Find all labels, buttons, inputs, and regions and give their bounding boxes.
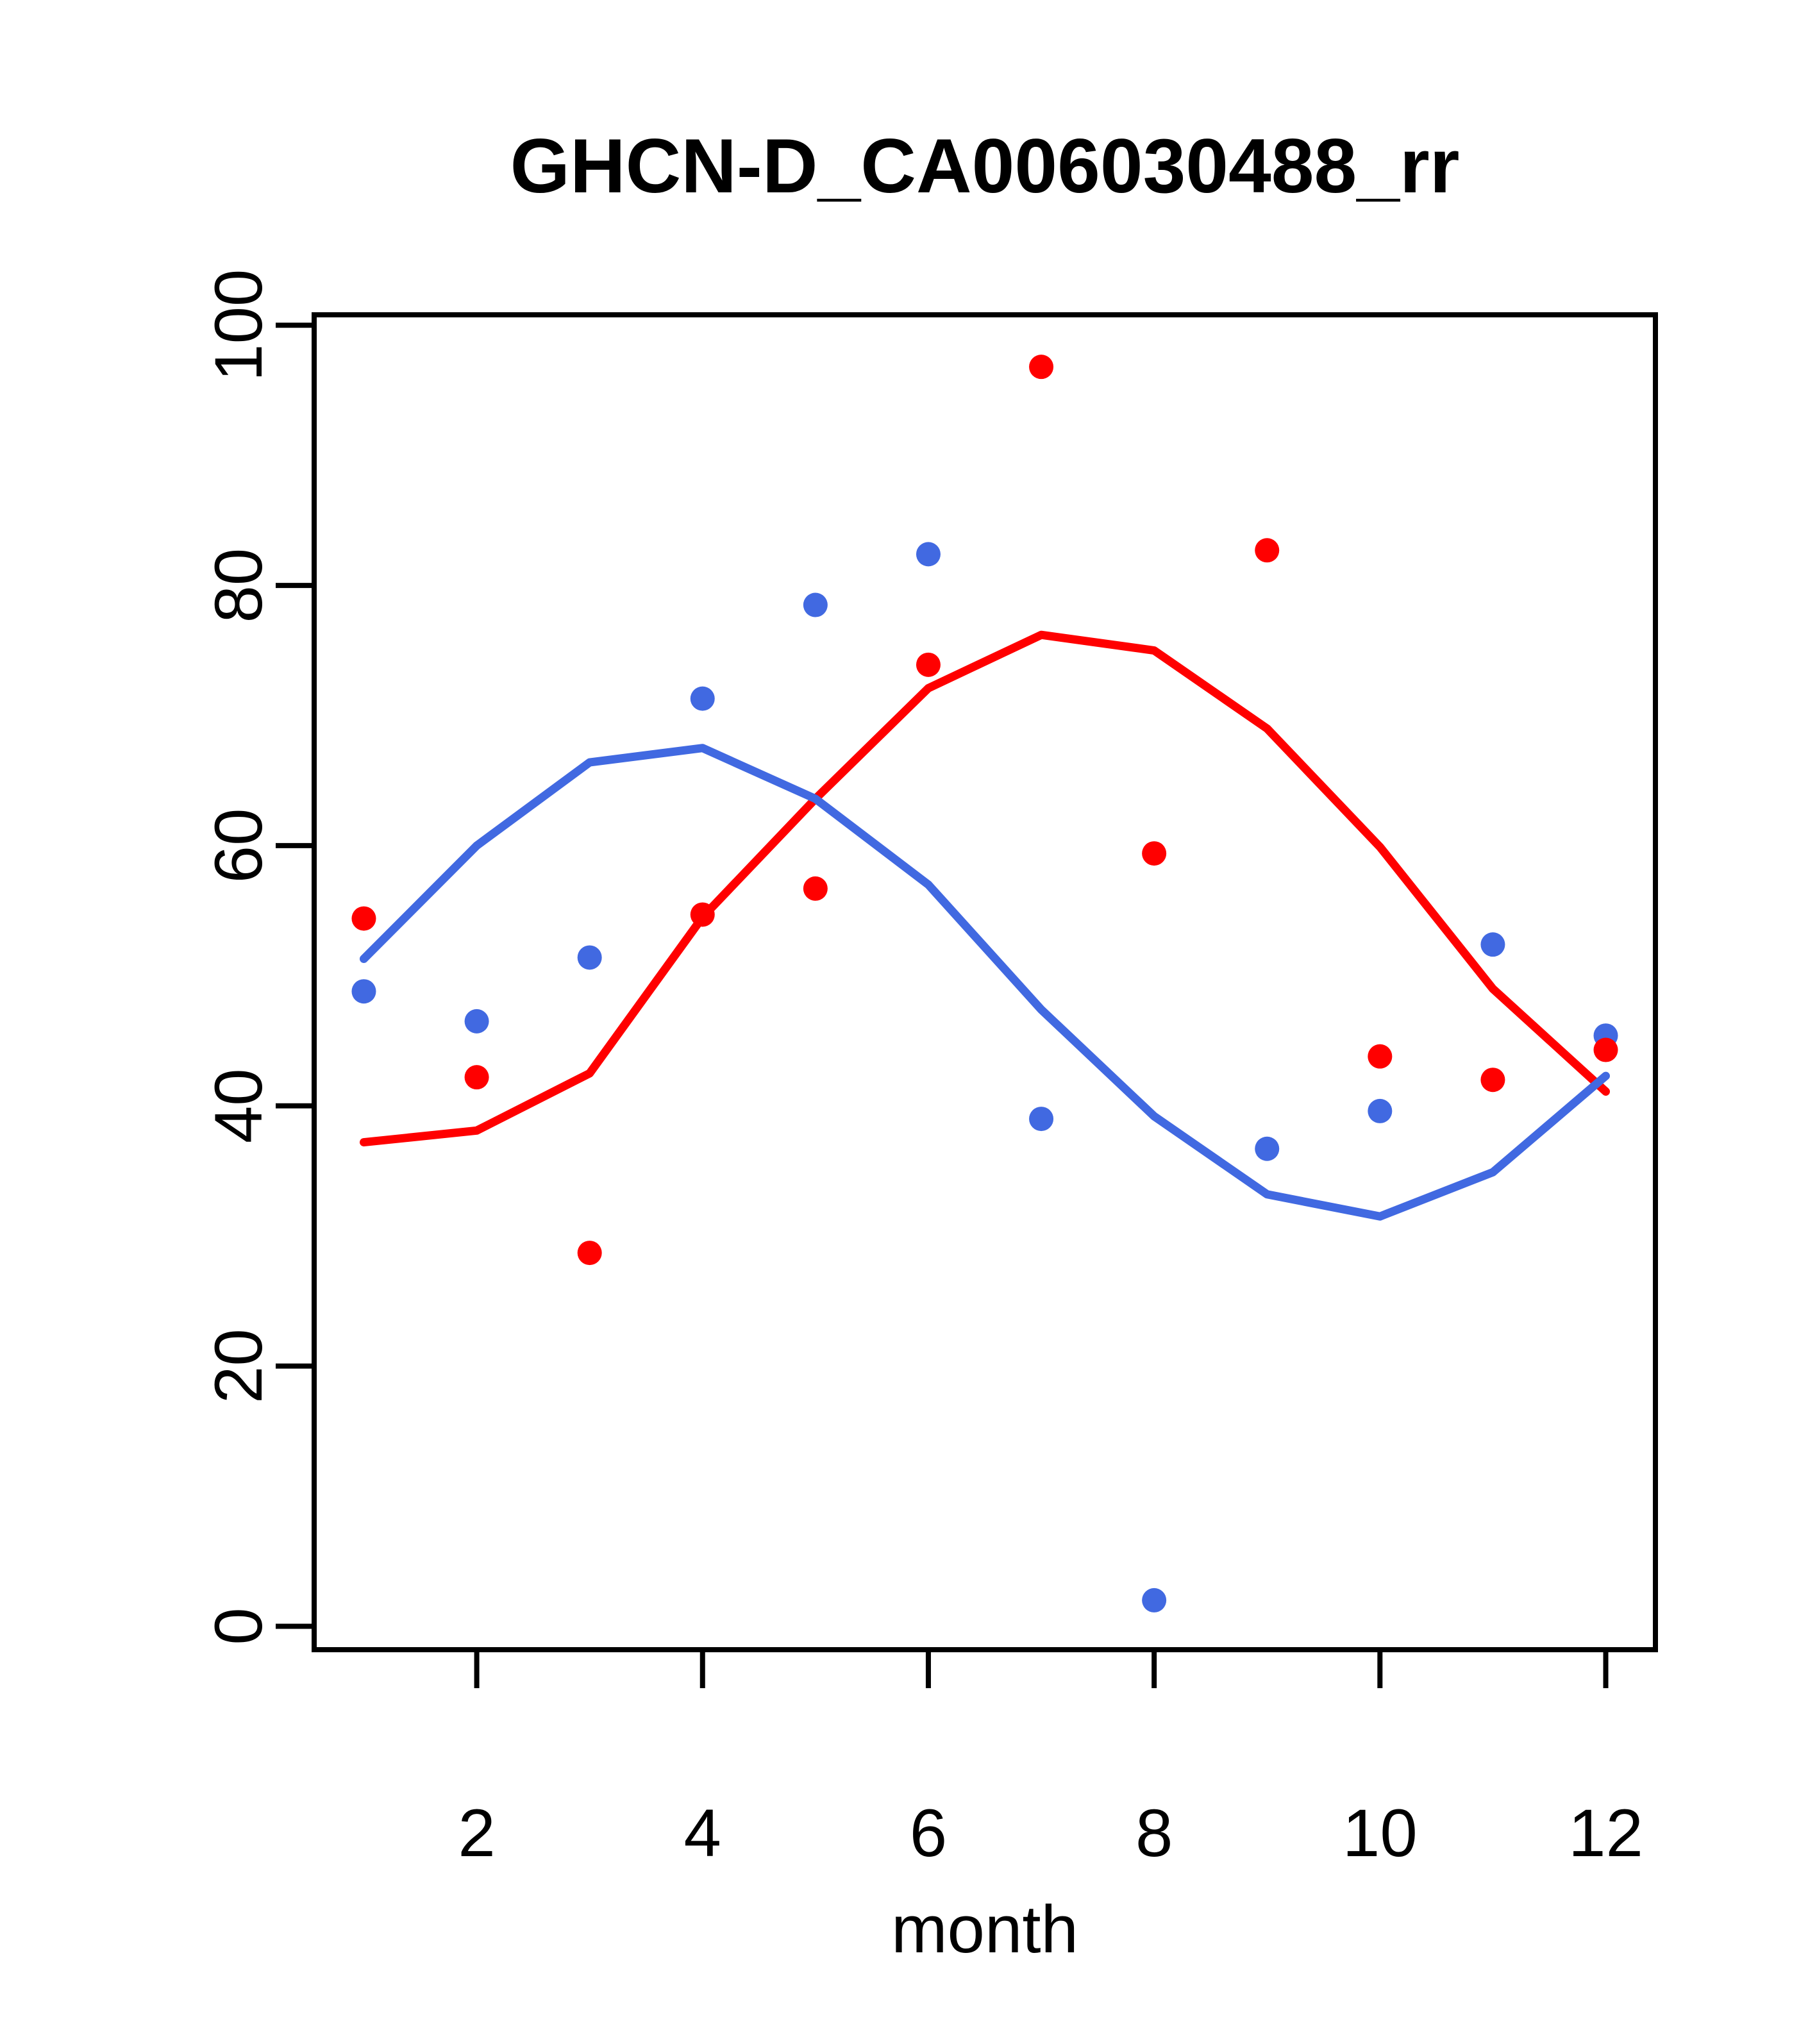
- red-points-series: [351, 355, 1618, 1266]
- axis-box: [312, 312, 1658, 1652]
- blue-data-point: [351, 979, 376, 1004]
- x-tick-label: 2: [458, 1796, 495, 1871]
- red-data-point: [464, 1065, 489, 1090]
- x-tick-label: 8: [1135, 1796, 1173, 1871]
- red-data-point: [1029, 355, 1054, 380]
- y-tick-label: 60: [201, 808, 276, 884]
- red-data-point: [1480, 1068, 1505, 1093]
- blue-data-point: [1255, 1136, 1280, 1161]
- red-loess-line: [359, 630, 1611, 1147]
- blue-data-point: [464, 1009, 489, 1034]
- y-tick-label: 0: [201, 1607, 276, 1645]
- x-tick-label: 4: [684, 1796, 721, 1871]
- blue-loess-line: [359, 744, 1611, 1221]
- blue-data-point: [1368, 1098, 1393, 1123]
- red-data-point: [351, 906, 376, 931]
- plot-box: [312, 312, 1658, 1652]
- blue-data-point: [1029, 1107, 1054, 1132]
- red-data-point: [577, 1241, 602, 1266]
- y-tick-label: 20: [201, 1328, 276, 1403]
- blue-points-series: [351, 542, 1618, 1613]
- red-data-point: [803, 876, 828, 901]
- red-data-point: [1593, 1037, 1618, 1062]
- y-axis-ticks: 0 20 40 60 80 100: [201, 269, 314, 1645]
- x-axis-label: month: [891, 1892, 1078, 1967]
- red-data-point: [1142, 841, 1167, 866]
- x-tick-label: 6: [910, 1796, 947, 1871]
- blue-data-point: [916, 542, 941, 567]
- chart-title: GHCN-D_CA006030488_rr: [510, 123, 1460, 209]
- blue-data-point: [1480, 932, 1505, 957]
- data-series: [351, 355, 1618, 1613]
- red-data-point: [1368, 1044, 1393, 1069]
- y-tick-label: 40: [201, 1068, 276, 1143]
- blue-data-point: [690, 686, 715, 711]
- x-axis-ticks: 2 4 6 8 10 12: [458, 1650, 1643, 1871]
- x-tick-label: 12: [1568, 1796, 1643, 1871]
- x-tick-label: 10: [1343, 1796, 1418, 1871]
- blue-data-point: [803, 592, 828, 617]
- y-tick-label: 80: [201, 548, 276, 623]
- blue-data-point: [577, 945, 602, 970]
- y-tick-label: 100: [201, 269, 276, 381]
- red-data-point: [916, 652, 941, 677]
- red-data-point: [1255, 538, 1280, 563]
- blue-data-point: [1142, 1587, 1167, 1613]
